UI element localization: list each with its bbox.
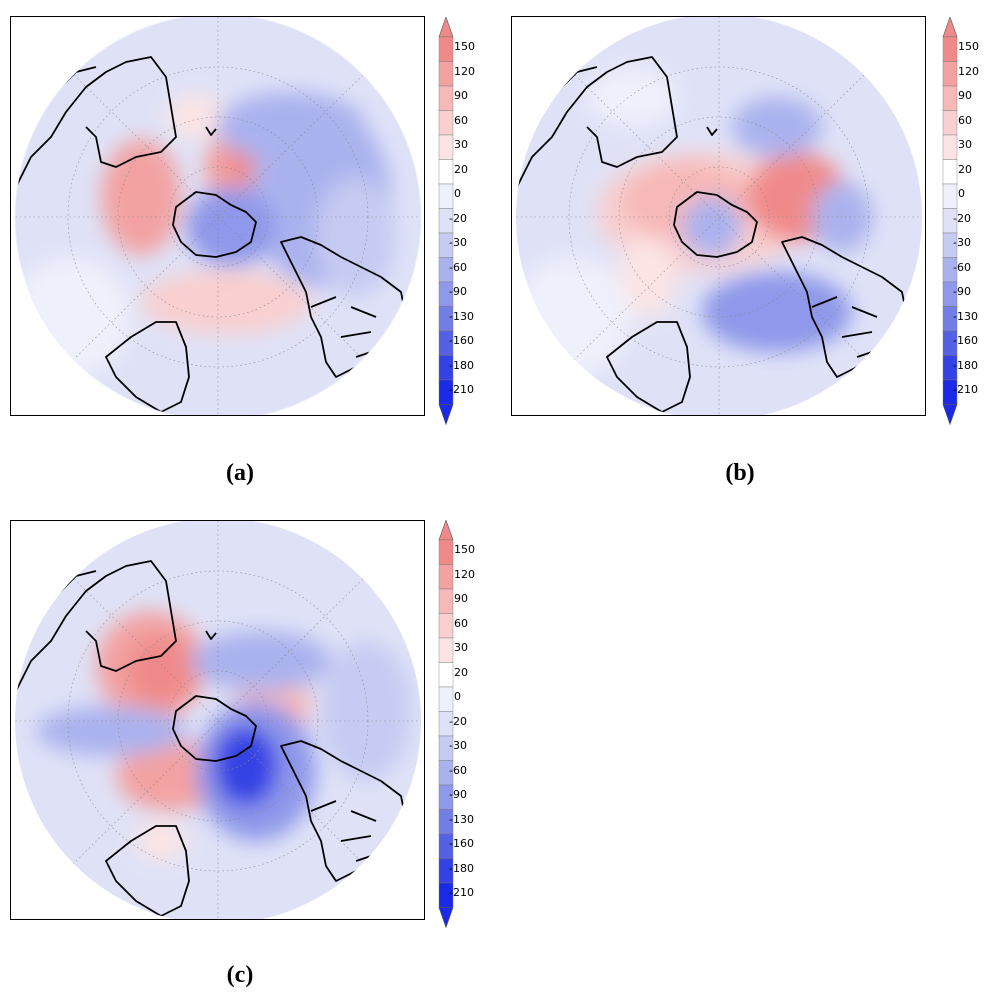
colorbar-label: -160 xyxy=(449,334,474,347)
colorbar-swatch xyxy=(438,686,454,712)
colorbar-label: -210 xyxy=(953,383,978,396)
colorbar-swatch xyxy=(438,36,454,62)
colorbar-label: -160 xyxy=(953,334,978,347)
colorbar-swatches-b xyxy=(942,16,958,426)
colorbar-swatch xyxy=(438,110,454,136)
colorbar-swatches-a xyxy=(438,16,454,426)
graticule xyxy=(516,17,922,415)
colorbar-b: 150 120 90 60 30 20 0 -20 -30 -60 -90 -130 -160 -180 -… xyxy=(940,16,979,441)
colorbar-swatch xyxy=(438,539,454,565)
colorbar-label: 30 xyxy=(454,641,468,654)
polar-map-c xyxy=(15,521,421,919)
colorbar-swatches-c xyxy=(438,519,454,929)
colorbar-label: -30 xyxy=(449,739,467,752)
colorbar-swatch xyxy=(438,637,454,663)
colorbar-label: -130 xyxy=(449,812,474,826)
coastlines xyxy=(15,560,407,917)
colorbar-swatch xyxy=(942,159,958,185)
colorbar-label: -90 xyxy=(449,788,467,801)
colorbar-arrow-bottom xyxy=(438,907,454,929)
colorbar-arrow-bottom xyxy=(942,404,958,426)
colorbar-label: -210 xyxy=(449,383,474,396)
colorbar-label: 90 xyxy=(454,89,468,102)
colorbar-label: -180 xyxy=(449,861,474,875)
colorbar-label: 150 xyxy=(454,543,475,556)
anomaly-field xyxy=(516,67,872,377)
colorbar-swatch xyxy=(942,110,958,136)
colorbar-swatch xyxy=(942,183,958,209)
colorbar-swatch xyxy=(942,85,958,111)
colorbar-label: 20 xyxy=(454,665,468,679)
colorbar-arrow-top xyxy=(438,16,454,38)
colorbar-label: -90 xyxy=(953,285,971,298)
colorbar-label: -60 xyxy=(449,763,467,777)
map-edge xyxy=(14,17,422,415)
colorbar-label: -60 xyxy=(953,260,971,274)
colorbar-swatch xyxy=(438,662,454,688)
colorbar-swatch xyxy=(438,159,454,185)
colorbar-label: -20 xyxy=(953,211,971,225)
colorbar-label: 150 xyxy=(958,40,979,53)
colorbar-a: 150 120 90 60 30 20 0 -20 -30 -60 -90 -130 -160 -180 -… xyxy=(436,16,475,441)
colorbar-swatch xyxy=(438,85,454,111)
caption-c: (c) xyxy=(226,962,254,988)
map-frame-c xyxy=(10,520,425,920)
colorbar-swatch xyxy=(438,183,454,209)
colorbar-swatch xyxy=(438,61,454,87)
colorbar-label: 120 xyxy=(958,64,979,78)
colorbar-label: -20 xyxy=(449,714,467,728)
colorbar-swatch xyxy=(438,613,454,639)
colorbar-label: -30 xyxy=(449,236,467,249)
colorbar-label: 0 xyxy=(958,187,965,200)
colorbar-swatch xyxy=(942,61,958,87)
caption-a: (a) xyxy=(226,460,254,486)
anomaly-field xyxy=(15,92,396,377)
colorbar-label: 0 xyxy=(454,690,461,703)
colorbar-label: 120 xyxy=(454,567,475,581)
colorbar-label: 90 xyxy=(454,592,468,605)
colorbar-swatch xyxy=(438,564,454,590)
polar-map-a xyxy=(14,17,422,415)
colorbar-swatch xyxy=(438,588,454,614)
colorbar-label: -180 xyxy=(953,358,978,372)
colorbar-label: 120 xyxy=(454,64,475,78)
colorbar-label: 30 xyxy=(454,138,468,151)
colorbar-swatch xyxy=(942,36,958,62)
colorbar-label: 60 xyxy=(454,113,468,127)
colorbar-arrow-top xyxy=(942,16,958,38)
colorbar-label: -30 xyxy=(953,236,971,249)
colorbar-c: 150 120 90 60 30 20 0 -20 -30 -60 -90 -130 -160 -180 -… xyxy=(436,519,475,944)
anomaly-field xyxy=(36,611,411,861)
graticule xyxy=(15,17,421,415)
colorbar-label: 0 xyxy=(454,187,461,200)
colorbar-label: -130 xyxy=(449,309,474,323)
colorbar-label: -210 xyxy=(449,886,474,899)
colorbar-arrow-top xyxy=(438,519,454,541)
colorbar-swatch xyxy=(942,134,958,160)
colorbar-label: 30 xyxy=(958,138,972,151)
colorbar-label: -20 xyxy=(449,211,467,225)
graticule xyxy=(15,521,421,919)
colorbar-label: 60 xyxy=(454,616,468,630)
colorbar-label: -60 xyxy=(449,260,467,274)
colorbar-label: 60 xyxy=(958,113,972,127)
colorbar-label: -160 xyxy=(449,837,474,850)
colorbar-label: 150 xyxy=(454,40,475,53)
colorbar-swatch xyxy=(438,134,454,160)
map-frame-b xyxy=(511,16,926,416)
colorbar-label: -90 xyxy=(449,285,467,298)
caption-b: (b) xyxy=(725,460,755,486)
map-frame-a xyxy=(10,16,425,416)
colorbar-label: -130 xyxy=(953,309,978,323)
polar-map-b xyxy=(516,17,922,415)
colorbar-label: -180 xyxy=(449,358,474,372)
colorbar-label: 20 xyxy=(454,162,468,176)
colorbar-label: 90 xyxy=(958,89,972,102)
colorbar-arrow-bottom xyxy=(438,404,454,426)
colorbar-label: 20 xyxy=(958,162,972,176)
